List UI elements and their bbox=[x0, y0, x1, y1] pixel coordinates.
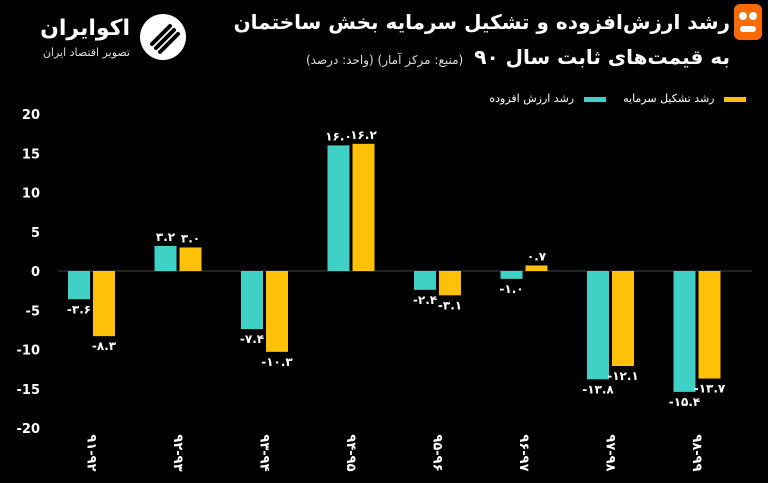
bar bbox=[673, 271, 696, 392]
legend-label-value-added: رشد ارزش افزوده bbox=[489, 92, 575, 105]
data-label: -۸.۳ bbox=[92, 339, 117, 353]
y-tick-label: -10 bbox=[17, 344, 41, 359]
bar bbox=[327, 145, 350, 271]
bar bbox=[352, 143, 375, 271]
y-tick-label: 15 bbox=[22, 147, 40, 162]
bar bbox=[241, 271, 263, 330]
bar bbox=[439, 271, 461, 296]
legend: رشد تشکیل سرمایه رشد ارزش افزوده bbox=[475, 92, 746, 105]
x-tick-label: ۹۴-۹۵ bbox=[343, 434, 358, 471]
bar bbox=[525, 265, 548, 271]
bar bbox=[179, 247, 202, 271]
data-label: ۱۶.۰ bbox=[325, 129, 352, 143]
y-tick-label: -15 bbox=[17, 383, 41, 398]
data-label: -۱.۰ bbox=[499, 282, 523, 296]
data-label: -۱۳.۷ bbox=[694, 382, 726, 396]
data-label: -۳.۶ bbox=[67, 302, 91, 316]
subtitle-main: به قیمت‌های ثابت سال ۹۰ bbox=[474, 45, 730, 69]
bar bbox=[414, 271, 436, 290]
data-label: -۷.۴ bbox=[240, 332, 264, 346]
x-tick-label: ۹۷-۹۸ bbox=[603, 434, 618, 471]
bar bbox=[266, 271, 288, 352]
logo: اکوایران تصویر اقتصاد ایران bbox=[26, 14, 186, 64]
brand-badge-icon bbox=[732, 2, 764, 42]
data-label: -۳.۱ bbox=[438, 298, 462, 312]
data-label: -۱۲.۱ bbox=[607, 369, 639, 383]
logo-tagline: تصویر اقتصاد ایران bbox=[42, 46, 130, 59]
data-label: ۳.۲ bbox=[156, 230, 176, 244]
bar bbox=[500, 271, 523, 279]
x-tick-label: ۹۱-۹۲ bbox=[84, 434, 99, 471]
bar-chart: 20 15 10 5 0 -5 -10 -15 -20 -۳.۶ -۸.۳ ۹۱-۹۲ ۳.۲ ۳.۰ ۹۲… bbox=[17, 108, 752, 472]
chart-header: اکوایران تصویر اقتصاد ایران رشد ارزش‌افز… bbox=[0, 0, 768, 90]
x-tick-label: ۹۵-۹۶ bbox=[430, 434, 445, 471]
x-tick-label: ۹۳-۹۴ bbox=[257, 434, 272, 471]
logo-mark-icon bbox=[140, 14, 186, 60]
source-note: (منبع: مرکز آمار) (واحد: درصد) bbox=[306, 53, 464, 67]
data-label: ۱۶.۲ bbox=[350, 128, 377, 142]
bar bbox=[587, 271, 609, 380]
chart-subtitle: به قیمت‌های ثابت سال ۹۰ (منبع: مرکز آمار… bbox=[306, 45, 730, 69]
data-label: ۰.۷ bbox=[527, 250, 547, 264]
legend-label-capital: رشد تشکیل سرمایه bbox=[623, 92, 715, 105]
data-label: -۱۵.۴ bbox=[669, 395, 701, 409]
bar bbox=[698, 271, 721, 379]
data-label: -۲.۴ bbox=[413, 293, 437, 307]
y-tick-label: -20 bbox=[17, 422, 41, 437]
data-label: -۱۳.۸ bbox=[582, 382, 614, 396]
y-tick-label: -5 bbox=[26, 304, 40, 319]
bar bbox=[68, 271, 90, 300]
data-label: -۱۰.۳ bbox=[261, 355, 293, 369]
y-tick-label: 0 bbox=[31, 265, 40, 280]
y-tick-label: 5 bbox=[31, 226, 40, 241]
x-tick-label: ۹۸-۹۹ bbox=[689, 434, 704, 471]
y-tick-label: 10 bbox=[22, 187, 40, 202]
legend-item-value-added: رشد ارزش افزوده bbox=[489, 92, 606, 105]
y-tick-label: 20 bbox=[22, 108, 40, 123]
bar bbox=[612, 271, 634, 366]
legend-swatch-capital bbox=[724, 96, 746, 102]
legend-swatch-value-added bbox=[583, 96, 606, 102]
logo-name: اکوایران bbox=[40, 16, 130, 41]
x-tick-label: ۹۲-۹۳ bbox=[170, 434, 185, 471]
legend-item-capital: رشد تشکیل سرمایه bbox=[623, 92, 746, 105]
bar bbox=[154, 245, 177, 271]
chart-title: رشد ارزش‌افزوده و تشکیل سرمایه بخش ساختم… bbox=[233, 10, 730, 34]
bar bbox=[93, 271, 115, 337]
x-tick-label: ۹۶-۹۷ bbox=[516, 434, 531, 471]
data-label: ۳.۰ bbox=[181, 231, 200, 245]
